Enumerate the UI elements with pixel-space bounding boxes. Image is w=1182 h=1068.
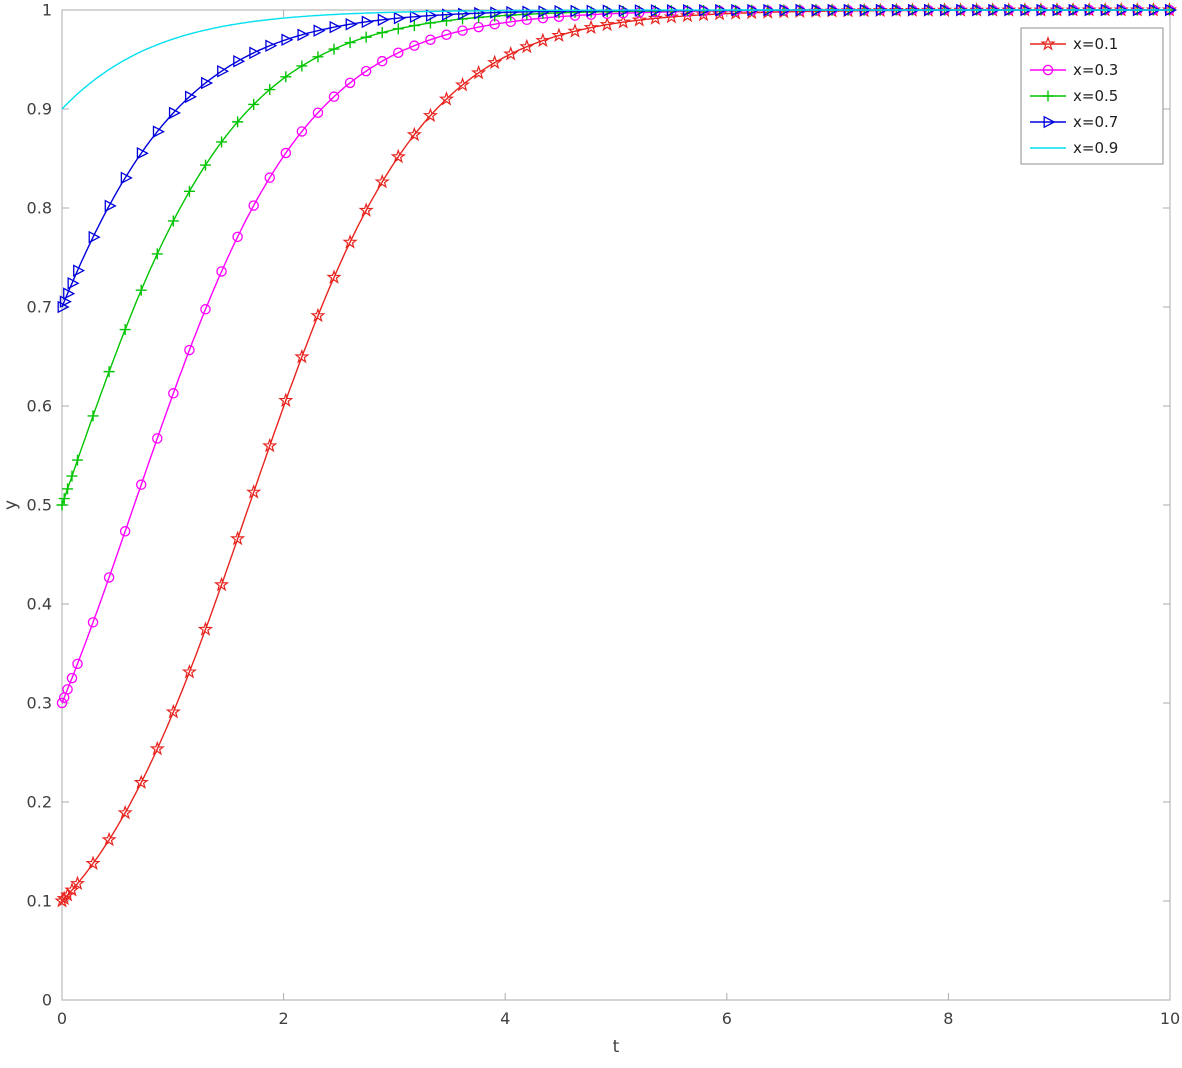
series-markers-x-0-7 [57, 3, 1178, 314]
plot-box [61, 9, 1171, 1001]
x-tick-label: 10 [1160, 1009, 1180, 1028]
x-tick-label: 2 [279, 1009, 289, 1028]
x-tick-label: 0 [57, 1009, 67, 1028]
y-tick-label: 0.1 [27, 892, 52, 911]
y-tick-label: 0.4 [27, 595, 52, 614]
legend-label: x=0.1 [1073, 35, 1118, 53]
legend-item-x-0-3: x=0.3 [1030, 61, 1118, 79]
legend-label: x=0.9 [1073, 139, 1118, 157]
legend-item-x-0-5: x=0.5 [1030, 87, 1118, 105]
y-tick-label: 0.5 [27, 496, 52, 515]
series-markers-x-0-3 [56, 4, 1175, 709]
legend-label: x=0.7 [1073, 113, 1118, 131]
y-tick-label: 0.9 [27, 100, 52, 119]
y-tick-label: 0.7 [27, 298, 52, 317]
x-axis-label: t [613, 1037, 620, 1057]
y-tick-label: 0.6 [27, 397, 52, 416]
y-tick-label: 1 [42, 1, 52, 20]
series-line-x-0-1 [61, 9, 1170, 902]
x-tick-label: 4 [500, 1009, 510, 1028]
legend: x=0.1 x=0.3 x=0.5 x=0.7 x=0.9 [1020, 27, 1164, 165]
x-tick-label: 6 [722, 1009, 732, 1028]
legend-item-x-0-7: x=0.7 [1030, 113, 1118, 131]
y-tick-label: 0.2 [27, 793, 52, 812]
series-markers-x-0-5 [56, 4, 1175, 511]
series-line-x-0-9 [61, 9, 1170, 110]
legend-item-x-0-1: x=0.1 [1030, 35, 1118, 53]
x-tick-label: 8 [943, 1009, 953, 1028]
y-axis-label: y [1, 500, 21, 510]
axis-ticks [61, 9, 1171, 1001]
y-tick-label: 0.3 [27, 694, 52, 713]
series-line-x-0-7 [61, 9, 1170, 308]
legend-item-x-0-9: x=0.9 [1030, 139, 1118, 157]
y-tick-label: 0.8 [27, 199, 52, 218]
legend-label: x=0.3 [1073, 61, 1118, 79]
legend-label: x=0.5 [1073, 87, 1118, 105]
y-tick-label: 0 [42, 991, 52, 1010]
series-line-x-0-3 [61, 9, 1170, 704]
